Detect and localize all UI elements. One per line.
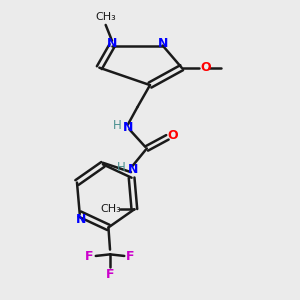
Text: F: F: [106, 268, 114, 281]
Text: N: N: [158, 38, 168, 50]
Text: N: N: [76, 213, 86, 226]
Text: N: N: [107, 38, 117, 50]
Text: H: H: [112, 119, 121, 132]
Text: O: O: [200, 61, 211, 74]
Text: H: H: [117, 161, 126, 174]
Text: CH₃: CH₃: [100, 204, 121, 214]
Text: CH₃: CH₃: [95, 12, 116, 22]
Text: N: N: [128, 163, 138, 176]
Text: F: F: [126, 250, 135, 263]
Text: F: F: [85, 250, 94, 263]
Text: O: O: [168, 129, 178, 142]
Text: N: N: [123, 121, 133, 134]
